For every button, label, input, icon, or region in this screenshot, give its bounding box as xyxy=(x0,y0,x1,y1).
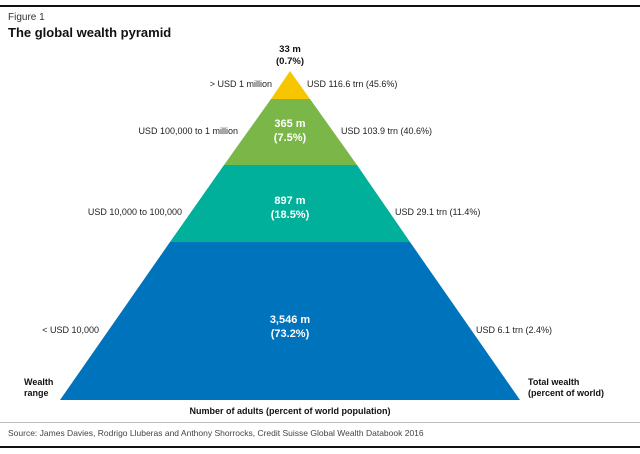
total-wealth-top: USD 116.6 trn (45.6%) xyxy=(307,79,398,89)
right-axis-line2: (percent of world) xyxy=(528,388,604,398)
top-rule xyxy=(0,5,640,7)
wealth-range-second: USD 100,000 to 1 million xyxy=(138,126,238,136)
left-axis-label: Wealth range xyxy=(24,377,53,399)
tier-second-count: 365 m xyxy=(274,118,306,130)
source-note: Source: James Davies, Rodrigo Lluberas a… xyxy=(8,428,424,438)
tier-top-share: (0.7%) xyxy=(276,56,304,67)
pyramid-tier-third xyxy=(170,165,410,242)
pyramid-tier-second xyxy=(224,99,357,165)
tier-third-count-block: 897 m (18.5%) xyxy=(250,194,330,222)
total-wealth-second: USD 103.9 trn (40.6%) xyxy=(341,126,433,136)
figure-label: Figure 1 xyxy=(8,12,45,23)
tier-third-count: 897 m xyxy=(274,195,306,207)
pyramid-tier-base xyxy=(60,242,520,400)
tier-top-count: 33 m xyxy=(279,44,301,55)
right-axis-label: Total wealth (percent of world) xyxy=(528,377,604,399)
bottom-axis-label: Number of adults (percent of world popul… xyxy=(189,406,391,416)
tier-base-count: 3,546 m xyxy=(269,314,311,326)
tier-base-count-block: 3,546 m (73.2%) xyxy=(240,313,340,341)
right-axis-line1: Total wealth xyxy=(528,377,580,387)
wealth-range-third: USD 10,000 to 100,000 xyxy=(87,207,182,217)
source-divider xyxy=(0,422,640,423)
wealth-range-top: > USD 1 million xyxy=(209,79,272,89)
bottom-rule xyxy=(0,446,640,448)
tier-second-share: (7.5%) xyxy=(273,132,307,144)
left-axis-line1: Wealth xyxy=(24,377,54,387)
tier-third-share: (18.5%) xyxy=(270,209,310,221)
figure-title: The global wealth pyramid xyxy=(8,25,172,40)
total-wealth-base: USD 6.1 trn (2.4%) xyxy=(476,325,553,335)
tier-top-count-block: 33 m (0.7%) xyxy=(260,44,320,68)
wealth-range-base: < USD 10,000 xyxy=(42,325,99,335)
pyramid-tier-top xyxy=(271,71,310,99)
tier-second-count-block: 365 m (7.5%) xyxy=(250,117,330,145)
total-wealth-third: USD 29.1 trn (11.4%) xyxy=(395,207,481,217)
left-axis-line2: range xyxy=(24,388,49,398)
tier-base-share: (73.2%) xyxy=(270,328,310,340)
